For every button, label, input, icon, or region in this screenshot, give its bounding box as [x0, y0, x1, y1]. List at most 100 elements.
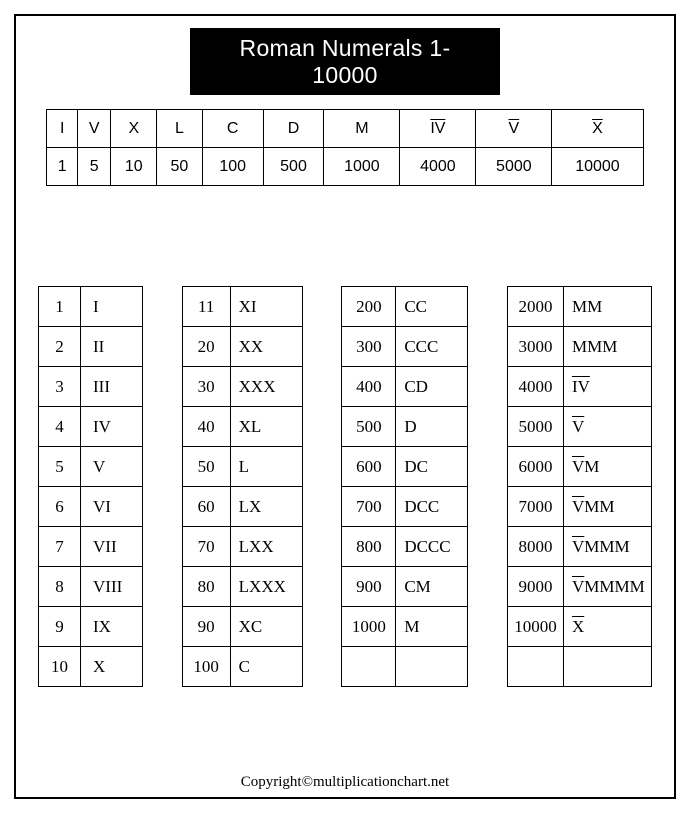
- number-cell: 900: [342, 567, 396, 607]
- roman-cell: CM: [396, 567, 468, 607]
- roman-cell: II: [81, 327, 143, 367]
- table-row: 9000VMMMM: [507, 567, 651, 607]
- key-roman-cell: L: [157, 110, 203, 148]
- table-row: [342, 647, 468, 687]
- number-cell: 3000: [507, 327, 563, 367]
- page: Roman Numerals 1-10000 IVXLCDMIVVX 15105…: [0, 0, 690, 813]
- table-row: 500D: [342, 407, 468, 447]
- key-row-values: 15105010050010004000500010000: [47, 148, 643, 186]
- roman-cell: MMM: [563, 327, 651, 367]
- table-row: 7VII: [39, 527, 143, 567]
- table-row: 2II: [39, 327, 143, 367]
- number-cell: 40: [182, 407, 230, 447]
- number-cell: 10000: [507, 607, 563, 647]
- number-cell: 10: [39, 647, 81, 687]
- roman-cell: [396, 647, 468, 687]
- number-cell: 400: [342, 367, 396, 407]
- key-roman-cell: M: [324, 110, 400, 148]
- number-cell: 20: [182, 327, 230, 367]
- roman-cell: XI: [230, 287, 302, 327]
- number-cell: 1: [39, 287, 81, 327]
- key-value-cell: 1: [47, 148, 78, 186]
- key-value-cell: 5000: [476, 148, 552, 186]
- roman-cell: VM: [563, 447, 651, 487]
- table-row: 40XL: [182, 407, 302, 447]
- table-row: 900CM: [342, 567, 468, 607]
- roman-cell: I: [81, 287, 143, 327]
- table-row: 1000M: [342, 607, 468, 647]
- table-row: 3000MMM: [507, 327, 651, 367]
- key-value-cell: 5: [77, 148, 111, 186]
- key-roman-cell: IV: [400, 110, 476, 148]
- table-row: 80LXXX: [182, 567, 302, 607]
- number-cell: 80: [182, 567, 230, 607]
- number-cell: 700: [342, 487, 396, 527]
- roman-cell: X: [81, 647, 143, 687]
- table-row: [507, 647, 651, 687]
- number-cell: 8: [39, 567, 81, 607]
- table-row: 6VI: [39, 487, 143, 527]
- key-value-cell: 100: [202, 148, 263, 186]
- table-row: 3III: [39, 367, 143, 407]
- table-row: 700DCC: [342, 487, 468, 527]
- number-cell: 90: [182, 607, 230, 647]
- table-row: 20XX: [182, 327, 302, 367]
- key-value-cell: 4000: [400, 148, 476, 186]
- table-row: 6000VM: [507, 447, 651, 487]
- roman-cell: XC: [230, 607, 302, 647]
- number-cell: 500: [342, 407, 396, 447]
- number-cell: [507, 647, 563, 687]
- number-cell: 8000: [507, 527, 563, 567]
- table-row: 10000X: [507, 607, 651, 647]
- roman-cell: LX: [230, 487, 302, 527]
- table-row: 300CCC: [342, 327, 468, 367]
- table-row: 30XXX: [182, 367, 302, 407]
- roman-cell: C: [230, 647, 302, 687]
- table-row: 5V: [39, 447, 143, 487]
- number-cell: 300: [342, 327, 396, 367]
- key-roman-cell: V: [77, 110, 111, 148]
- key-table: IVXLCDMIVVX 1510501005001000400050001000…: [46, 109, 643, 186]
- table-row: 60LX: [182, 487, 302, 527]
- roman-cell: V: [563, 407, 651, 447]
- roman-cell: LXXX: [230, 567, 302, 607]
- key-value-cell: 10: [111, 148, 157, 186]
- page-title: Roman Numerals 1-10000: [190, 28, 500, 95]
- roman-cell: VMM: [563, 487, 651, 527]
- table-row: 50L: [182, 447, 302, 487]
- table-row: 5000V: [507, 407, 651, 447]
- roman-cell: L: [230, 447, 302, 487]
- roman-cell: VMMMM: [563, 567, 651, 607]
- copyright-footer: Copyright©multiplicationchart.net: [16, 774, 674, 791]
- roman-cell: [563, 647, 651, 687]
- key-value-cell: 500: [263, 148, 324, 186]
- table-row: 200CC: [342, 287, 468, 327]
- roman-cell: VII: [81, 527, 143, 567]
- roman-cell: VIII: [81, 567, 143, 607]
- number-cell: 7: [39, 527, 81, 567]
- column-table-1: 1I2II3III4IV5V6VI7VII8VIII9IX10X: [38, 286, 143, 687]
- table-row: 90XC: [182, 607, 302, 647]
- roman-cell: MM: [563, 287, 651, 327]
- number-cell: 11: [182, 287, 230, 327]
- number-cell: 600: [342, 447, 396, 487]
- key-roman-cell: X: [552, 110, 643, 148]
- table-row: 10X: [39, 647, 143, 687]
- number-cell: 60: [182, 487, 230, 527]
- table-row: 9IX: [39, 607, 143, 647]
- number-cell: 6000: [507, 447, 563, 487]
- number-cell: 800: [342, 527, 396, 567]
- number-cell: 9: [39, 607, 81, 647]
- number-cell: 5: [39, 447, 81, 487]
- key-roman-cell: I: [47, 110, 78, 148]
- key-roman-cell: C: [202, 110, 263, 148]
- table-row: 8VIII: [39, 567, 143, 607]
- table-row: 1I: [39, 287, 143, 327]
- roman-cell: V: [81, 447, 143, 487]
- number-cell: 4000: [507, 367, 563, 407]
- table-row: 2000MM: [507, 287, 651, 327]
- column-table-2: 11XI20XX30XXX40XL50L60LX70LXX80LXXX90XC1…: [182, 286, 303, 687]
- number-cell: 2000: [507, 287, 563, 327]
- table-row: 800DCCC: [342, 527, 468, 567]
- key-value-cell: 10000: [552, 148, 643, 186]
